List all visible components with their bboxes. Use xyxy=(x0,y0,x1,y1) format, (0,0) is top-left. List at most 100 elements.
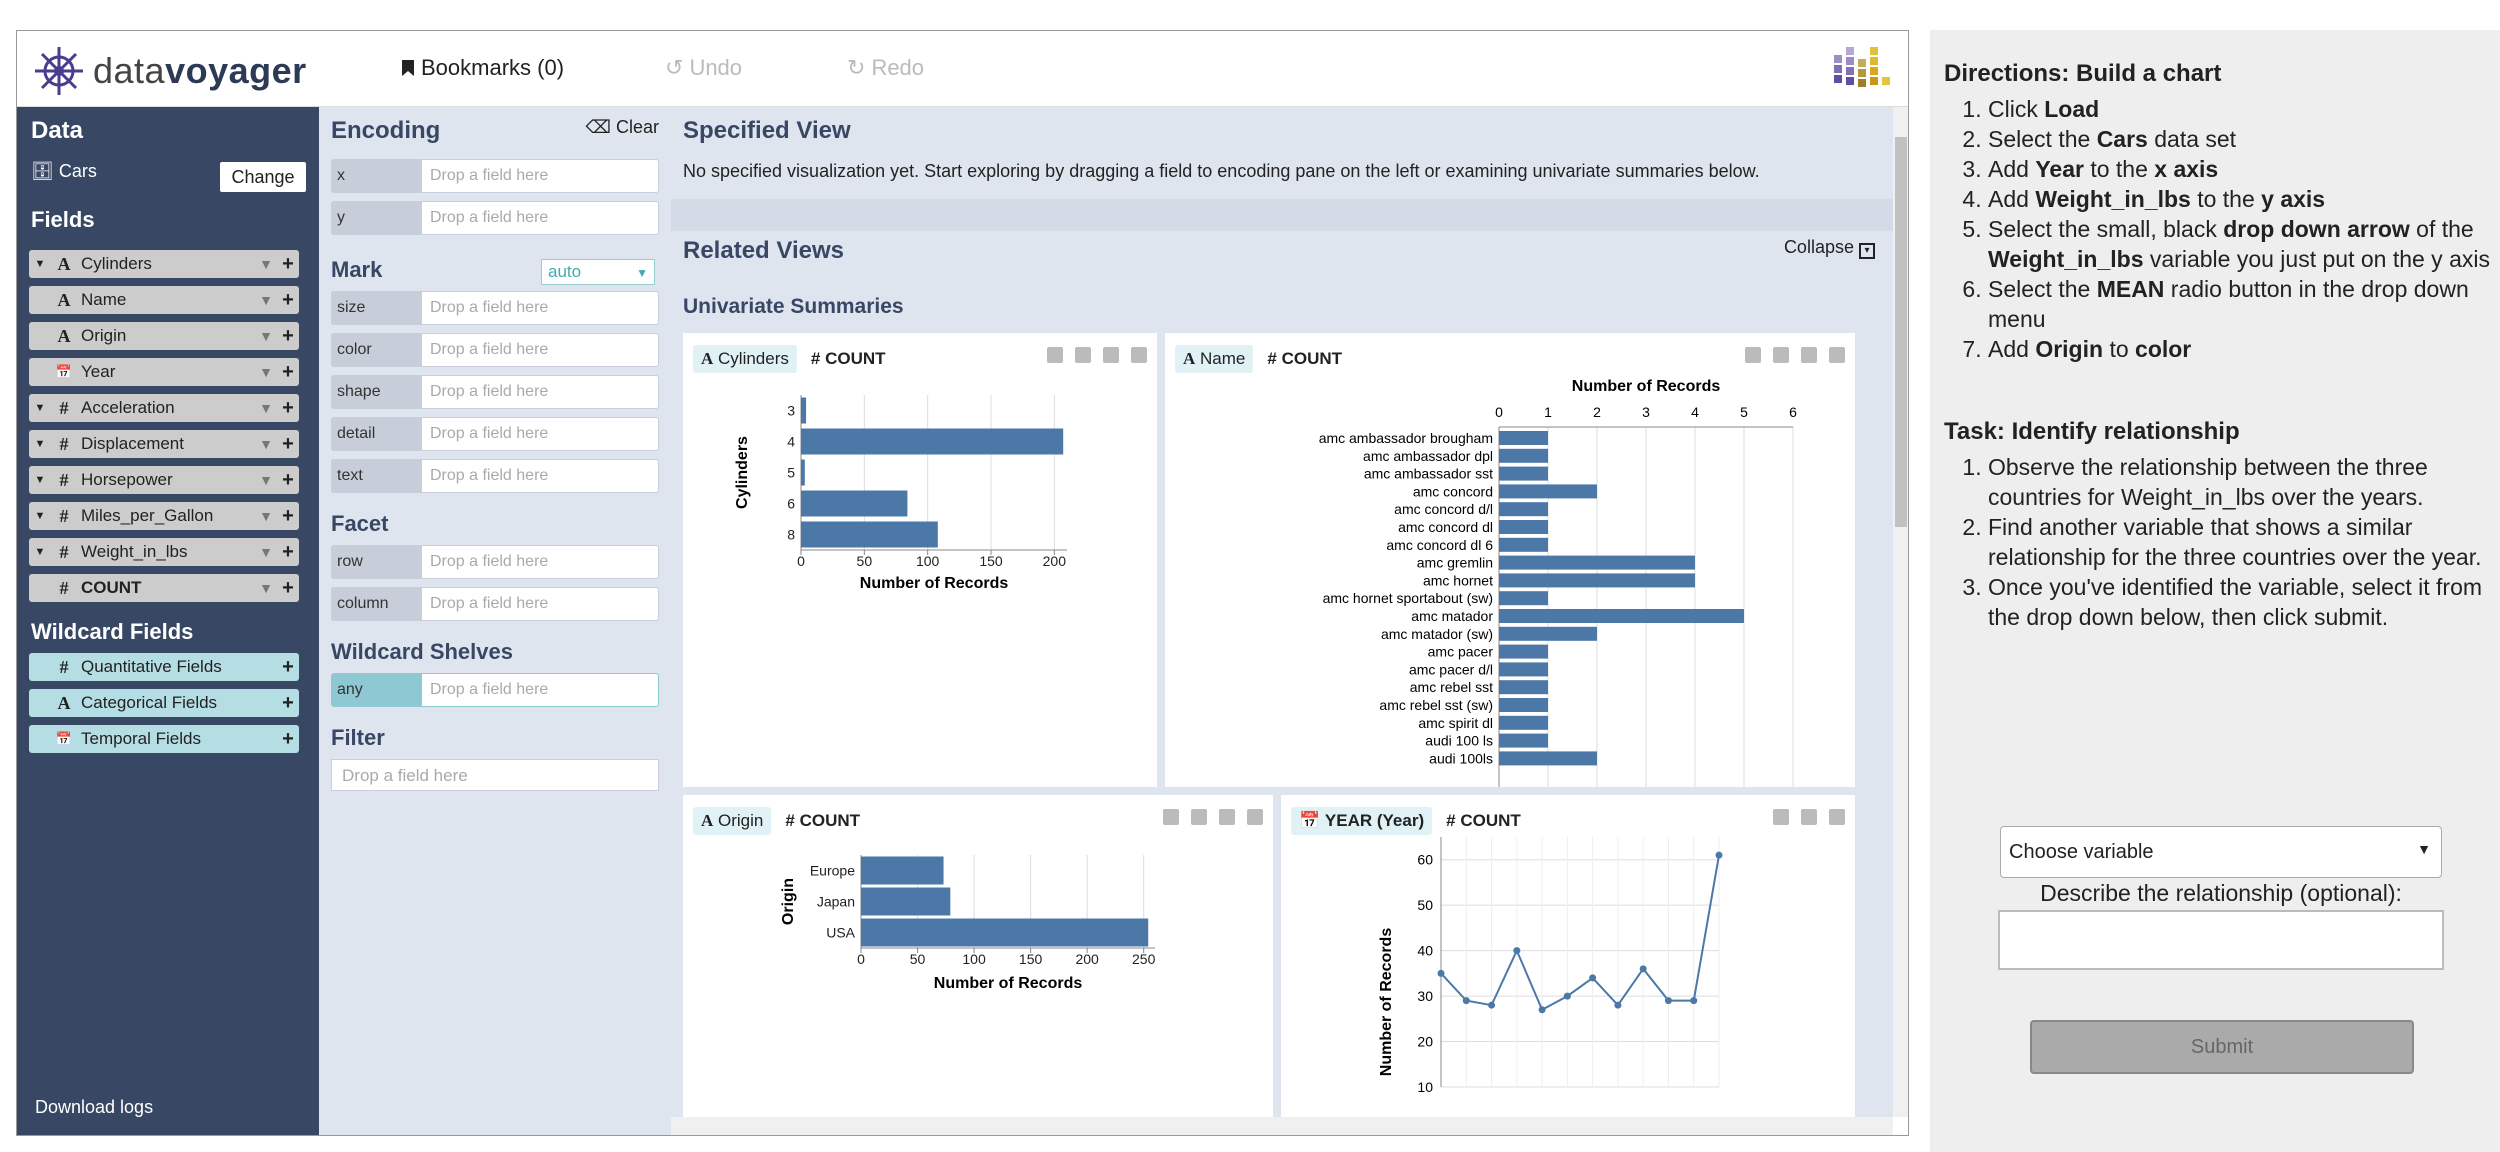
caret-icon[interactable]: ▼ xyxy=(34,402,46,414)
add-icon[interactable]: + xyxy=(282,324,294,347)
filter-drop-zone[interactable]: Drop a field here xyxy=(331,759,659,791)
year-summary-card[interactable]: 📅 YEAR (Year) # COUNT 10 20 30 40 50 60 Number… xyxy=(1281,795,1855,1117)
field-pill-displacement[interactable]: ▼ # Displacement ▼ + xyxy=(29,430,299,458)
bar[interactable] xyxy=(1499,466,1548,481)
shelf-x[interactable]: x Drop a field here xyxy=(331,159,659,193)
specify-icon[interactable] xyxy=(1829,809,1845,825)
bar[interactable] xyxy=(1499,751,1597,766)
filter-icon[interactable]: ▼ xyxy=(259,256,273,272)
shelf-drop-zone[interactable]: Drop a field here xyxy=(421,333,659,367)
bar[interactable] xyxy=(1499,573,1695,588)
shelf-text[interactable]: text Drop a field here xyxy=(331,459,659,493)
shelf-drop-zone[interactable]: Drop a field here xyxy=(421,417,659,451)
horizontal-scrollbar[interactable] xyxy=(671,1117,1893,1135)
bar[interactable] xyxy=(1499,555,1695,570)
add-icon[interactable]: + xyxy=(282,396,294,419)
data-point[interactable] xyxy=(1488,1001,1496,1009)
data-point[interactable] xyxy=(1437,969,1445,977)
bookmark-icon[interactable] xyxy=(1191,809,1207,825)
data-point[interactable] xyxy=(1538,1006,1546,1014)
filter-icon[interactable]: ▼ xyxy=(259,364,273,380)
bar[interactable] xyxy=(861,856,944,885)
sort-icon[interactable] xyxy=(1047,347,1063,363)
shelf-any[interactable]: any Drop a field here xyxy=(331,673,659,707)
bar[interactable] xyxy=(1499,644,1548,659)
shelf-color[interactable]: color Drop a field here xyxy=(331,333,659,367)
list-icon[interactable] xyxy=(1103,347,1119,363)
bar[interactable] xyxy=(1499,591,1548,606)
add-icon[interactable]: + xyxy=(282,468,294,491)
add-icon[interactable]: + xyxy=(282,655,294,678)
bar[interactable] xyxy=(1499,484,1597,499)
field-pill-year[interactable]: 📅 Year ▼ + xyxy=(29,358,299,386)
list-icon[interactable] xyxy=(1801,347,1817,363)
add-icon[interactable]: + xyxy=(282,504,294,527)
bookmark-icon[interactable] xyxy=(1075,347,1091,363)
shelf-drop-zone[interactable]: Drop a field here xyxy=(421,673,659,707)
shelf-drop-zone[interactable]: Drop a field here xyxy=(421,587,659,621)
filter-icon[interactable]: ▼ xyxy=(259,580,273,596)
shelf-drop-zone[interactable]: Drop a field here xyxy=(421,291,659,325)
cylinders-summary-card[interactable]: A Cylinders # COUNT 0 50 100 150 200 3 4 5 6 8 Num… xyxy=(683,333,1157,787)
shelf-column[interactable]: column Drop a field here xyxy=(331,587,659,621)
filter-icon[interactable]: ▼ xyxy=(259,292,273,308)
mark-type-select[interactable]: auto ▼ xyxy=(541,259,655,285)
caret-icon[interactable]: ▼ xyxy=(34,258,46,270)
bar[interactable] xyxy=(1499,698,1548,712)
field-pill[interactable]: A Cylinders xyxy=(693,345,797,373)
add-icon[interactable]: + xyxy=(282,288,294,311)
data-point[interactable] xyxy=(1664,997,1672,1005)
data-point[interactable] xyxy=(1513,947,1521,955)
bookmarks-button[interactable]: Bookmarks (0) xyxy=(401,55,564,81)
specify-icon[interactable] xyxy=(1131,347,1147,363)
data-point[interactable] xyxy=(1462,997,1470,1005)
data-point[interactable] xyxy=(1715,851,1723,859)
bar[interactable] xyxy=(1499,715,1548,730)
scrollbar-thumb[interactable] xyxy=(1895,137,1907,527)
bar[interactable] xyxy=(1499,537,1548,552)
data-point[interactable] xyxy=(1589,974,1597,982)
bar[interactable] xyxy=(861,918,1149,947)
list-icon[interactable] xyxy=(1219,809,1235,825)
data-point[interactable] xyxy=(1639,965,1647,973)
shelf-drop-zone[interactable]: Drop a field here xyxy=(421,159,659,193)
sort-icon[interactable] xyxy=(1745,347,1761,363)
bar[interactable] xyxy=(1499,431,1548,445)
add-icon[interactable]: + xyxy=(282,252,294,275)
field-pill-cylinders[interactable]: ▼ A Cylinders ▼ + xyxy=(29,250,299,278)
caret-icon[interactable]: ▼ xyxy=(34,474,46,486)
field-pill-count[interactable]: # COUNT ▼ + xyxy=(29,574,299,602)
add-icon[interactable]: + xyxy=(282,727,294,750)
describe-textarea[interactable] xyxy=(1998,910,2444,970)
bar[interactable] xyxy=(801,490,908,517)
list-icon[interactable] xyxy=(1801,809,1817,825)
field-pill-weight-in-lbs[interactable]: ▼ # Weight_in_lbs ▼ + xyxy=(29,538,299,566)
bar[interactable] xyxy=(1499,662,1548,677)
add-icon[interactable]: + xyxy=(282,576,294,599)
shelf-y[interactable]: y Drop a field here xyxy=(331,201,659,235)
filter-icon[interactable]: ▼ xyxy=(259,544,273,560)
bar[interactable] xyxy=(1499,626,1597,641)
wildcard-temporal-fields[interactable]: 📅 Temporal Fields + xyxy=(29,725,299,753)
add-icon[interactable]: + xyxy=(282,691,294,714)
wildcard-quantitative-fields[interactable]: # Quantitative Fields + xyxy=(29,653,299,681)
collapse-button[interactable]: Collapse ▾ xyxy=(1784,237,1875,259)
change-dataset-button[interactable]: Change xyxy=(220,162,306,192)
clear-button[interactable]: ⌫ Clear xyxy=(586,117,659,138)
bar[interactable] xyxy=(1499,448,1548,463)
name-summary-card[interactable]: A Name # COUNT Number of Records 0 1 2 3 4 5 6 a… xyxy=(1165,333,1855,787)
filter-icon[interactable]: ▼ xyxy=(259,328,273,344)
bar[interactable] xyxy=(1499,609,1744,623)
bookmark-icon[interactable] xyxy=(1773,809,1789,825)
specify-icon[interactable] xyxy=(1829,347,1845,363)
field-pill[interactable]: 📅 YEAR (Year) xyxy=(1291,807,1433,835)
bar[interactable] xyxy=(801,459,805,486)
add-icon[interactable]: + xyxy=(282,432,294,455)
shelf-detail[interactable]: detail Drop a field here xyxy=(331,417,659,451)
shelf-shape[interactable]: shape Drop a field here xyxy=(331,375,659,409)
data-point[interactable] xyxy=(1614,1001,1622,1009)
bar[interactable] xyxy=(801,428,1064,455)
field-pill[interactable]: A Origin xyxy=(693,807,772,835)
bar[interactable] xyxy=(1499,733,1548,748)
origin-summary-card[interactable]: A Origin # COUNT 0 50 100 150 200 250 Europe Ja… xyxy=(683,795,1273,1117)
